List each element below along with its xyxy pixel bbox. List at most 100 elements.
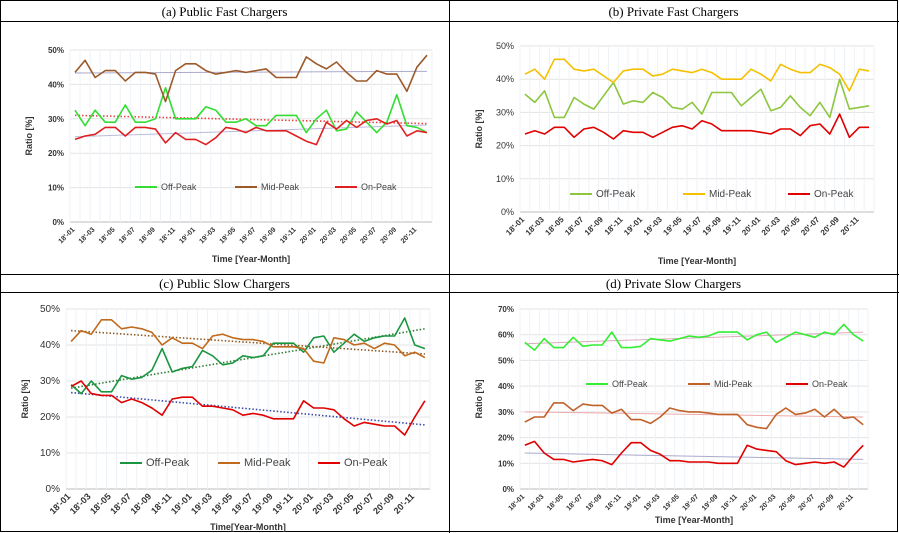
chart-a-xtick-label: 19'-09	[259, 226, 278, 245]
chart-c-xtick-label: 18'-07	[108, 491, 133, 516]
chart-a-legend-label: Mid-Peak	[261, 182, 300, 192]
chart-d-xtick-label: 19'-09	[701, 493, 720, 512]
chart-d-ytick-label: 30%	[498, 408, 514, 417]
chart-b-yaxis-title: Ratio [%]	[474, 110, 484, 149]
title-row-divider-top	[0, 21, 899, 22]
panel-divider-vertical	[449, 0, 450, 533]
chart-a-xtick-label: 19'-03	[198, 226, 217, 245]
chart-b-ytick-label: 20%	[496, 141, 514, 151]
chart-c-legend-label: Off-Peak	[146, 457, 190, 469]
chart-b-series-line	[524, 78, 870, 119]
chart-c-xtick-label: 19'-05	[209, 491, 234, 516]
chart-d-ytick-label: 10%	[498, 459, 514, 468]
chart-b-xtick-label: 18'-07	[563, 215, 586, 238]
chart-d-xtick-label: 19'-11	[720, 493, 739, 512]
chart-a-xtick-label: 19'-01	[178, 226, 197, 245]
chart-b-legend-label: Off-Peak	[596, 189, 636, 200]
chart-d-xtick-label: 19'-07	[681, 493, 700, 512]
chart-c-yaxis-title: Ratio [%]	[20, 380, 30, 419]
chart-b-xtick-label: 19'-03	[642, 215, 665, 238]
chart-c-xtick-label: 19'-11	[270, 491, 295, 516]
chart-d-xtick-label: 18'-09	[585, 493, 604, 512]
chart-b-xtick-label: 19'-09	[701, 215, 724, 238]
chart-c-xtick-label: 20'-03	[310, 491, 335, 516]
chart-c-title: (c) Public Slow Chargers	[159, 276, 290, 291]
chart-d-xtick-label: 20'-07	[797, 493, 816, 512]
chart-c-ytick-label: 30%	[40, 376, 60, 387]
chart-a-xtick-label: 18'-11	[158, 226, 177, 245]
chart-c-series-line	[70, 317, 426, 395]
chart-c-xtick-label: 20'-05	[331, 491, 356, 516]
chart-b-title: (b) Private Fast Chargers	[608, 4, 739, 19]
chart-c-xtick-label: 18'-11	[149, 491, 174, 516]
chart-b-series-line	[524, 58, 870, 92]
chart-d-xtick-label: 20'-01	[739, 493, 758, 512]
chart-d-xtick-label: 19'-05	[662, 493, 681, 512]
chart-b-xaxis-title: Time [Year-Month]	[658, 256, 736, 266]
chart-d-trendline	[524, 331, 864, 345]
chart-d-ytick-label: 60%	[498, 331, 514, 340]
chart-b-xtick-label: 18'-01	[504, 215, 527, 238]
chart-c-xtick-label: 19'-03	[189, 491, 214, 516]
chart-c: 0%10%20%30%40%50%18'-0118'-0318'-0518'-0…	[20, 304, 431, 532]
chart-d-xtick-label: 18'-05	[546, 493, 565, 512]
chart-d-trendline	[524, 452, 864, 460]
chart-a-ytick-label: 20%	[48, 149, 64, 158]
chart-b-xtick-label: 20'-07	[799, 215, 822, 238]
chart-d-series-line	[524, 402, 864, 430]
chart-a-xtick-label: 20'-11	[400, 226, 419, 245]
panel-divider-horizontal	[0, 274, 899, 275]
chart-a-ytick-label: 50%	[48, 46, 64, 55]
chart-d-trendline	[524, 411, 864, 418]
chart-d-xtick-label: 18'-01	[507, 493, 526, 512]
chart-d-xaxis-title: Time [Year-Month]	[655, 515, 733, 525]
chart-d-ytick-label: 50%	[498, 356, 514, 365]
chart-d-xtick-label: 18'-07	[565, 493, 584, 512]
chart-a-xtick-label: 20'-09	[379, 226, 398, 245]
chart-b-ytick-label: 50%	[496, 41, 514, 51]
chart-d: 0%10%20%30%40%50%60%70%18'-01 18'-03 18'-0…	[474, 305, 869, 525]
chart-b-xtick-label: 20'-03	[760, 215, 783, 238]
chart-a-series-line	[74, 87, 428, 134]
chart-a-xtick-label: 18'-03	[78, 226, 97, 245]
chart-b-xtick-label: 18'-11	[603, 215, 625, 237]
chart-d-xtick-label: 20'-11	[836, 493, 855, 512]
chart-d-xtick-label: 19'-01	[623, 493, 642, 512]
chart-d-series-line	[524, 440, 864, 468]
chart-a-ytick-label: 30%	[48, 115, 64, 124]
chart-a-title: (a) Public Fast Chargers	[161, 4, 288, 19]
chart-b-ytick-label: 30%	[496, 107, 514, 117]
chart-b-ytick-label: 0%	[501, 207, 514, 217]
chart-c-xtick-label: 19'-09	[250, 491, 275, 516]
chart-d-xtick-label: 20'-05	[778, 493, 797, 512]
chart-d-xtick-label: 20'-09	[817, 493, 836, 512]
chart-c-ytick-label: 50%	[40, 304, 60, 315]
chart-c-legend-label: On-Peak	[344, 457, 388, 469]
chart-c-ytick-label: 40%	[40, 340, 60, 351]
chart-c-xtick-label: 18'-01	[48, 491, 73, 516]
chart-c-ytick-label: 0%	[46, 484, 61, 495]
chart-a-xtick-label: 20'-05	[339, 226, 358, 245]
chart-d-ytick-label: 0%	[502, 485, 514, 494]
chart-c-xtick-label: 20'-09	[371, 491, 396, 516]
chart-c-ytick-label: 20%	[40, 412, 60, 423]
chart-a-xtick-label: 20'-01	[299, 226, 318, 245]
chart-c-series-line	[70, 318, 426, 364]
chart-a-xtick-label: 18'-07	[118, 226, 137, 245]
chart-d-series-line	[524, 323, 864, 351]
chart-b-xtick-label: 20'-11	[839, 215, 861, 237]
chart-b-xtick-label: 20'-05	[779, 215, 802, 238]
chart-a-xtick-label: 18'-09	[138, 226, 157, 245]
chart-b-xtick-label: 19'-11	[721, 215, 743, 237]
chart-b-series-line	[524, 113, 870, 140]
chart-d-yaxis-title: Ratio [%]	[474, 380, 484, 419]
chart-d-ytick-label: 70%	[498, 305, 514, 314]
chart-c-xaxis-title: Time[Year-Month]	[210, 522, 286, 532]
chart-a: 0%10%20%30%40%50%18'-01 18'-03 18'-05 18'-0…	[24, 46, 433, 264]
chart-a-legend-label: On-Peak	[361, 182, 397, 192]
chart-a-trendline	[75, 114, 427, 125]
chart-a-ytick-label: 40%	[48, 80, 64, 89]
chart-a-legend-label: Off-Peak	[161, 182, 197, 192]
chart-d-xtick-label: 19'-03	[643, 493, 662, 512]
chart-b-xtick-label: 19'-07	[681, 215, 704, 238]
